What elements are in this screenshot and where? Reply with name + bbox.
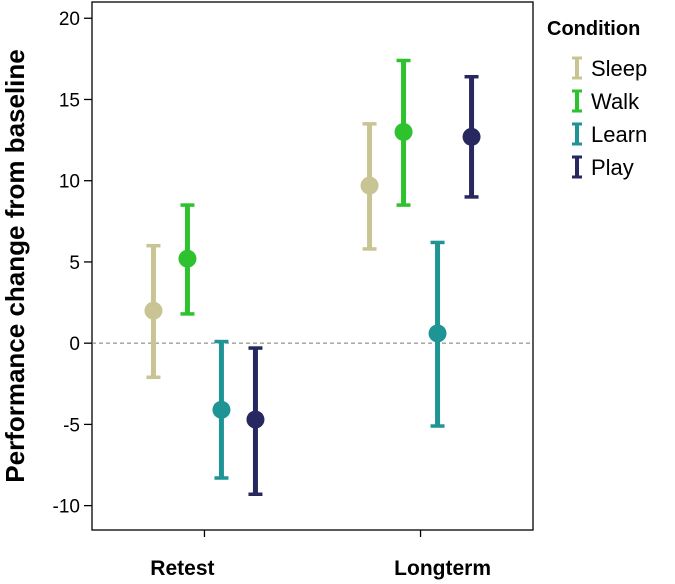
y-tick-label: 20 xyxy=(59,9,80,30)
legend-label: Learn xyxy=(591,122,647,147)
mean-point xyxy=(394,122,413,141)
legend-item-learn: Learn xyxy=(572,122,647,147)
legend-item-sleep: Sleep xyxy=(572,56,647,81)
legend-title: Condition xyxy=(547,18,640,40)
y-tick-label: -5 xyxy=(63,415,80,436)
legend-item-walk: Walk xyxy=(572,89,640,114)
legend-label: Walk xyxy=(591,89,640,114)
error-bar-sleep-retest xyxy=(144,243,163,380)
error-bar-walk-longterm xyxy=(394,58,413,207)
mean-point xyxy=(360,176,379,195)
y-tick-label: 5 xyxy=(69,253,80,274)
mean-point xyxy=(178,249,197,268)
y-axis-title: Performance change from baseline xyxy=(0,49,30,482)
mean-point xyxy=(144,301,163,320)
x-tick-label-longterm: Longterm xyxy=(394,557,491,580)
error-bar-play-longterm xyxy=(462,74,481,199)
error-bar-walk-retest xyxy=(178,203,197,316)
x-tick-label-retest: Retest xyxy=(150,557,214,580)
y-tick-label: 0 xyxy=(69,334,80,355)
error-bar-sleep-longterm xyxy=(360,122,379,251)
mean-point xyxy=(462,127,481,146)
legend-label: Sleep xyxy=(591,56,647,81)
legend: Condition Sleep Walk Learn Play xyxy=(547,18,647,180)
error-bars xyxy=(144,58,481,497)
y-tick-label: 10 xyxy=(59,172,80,193)
y-axis-ticks: -10 -5 0 5 10 15 20 xyxy=(53,9,92,518)
plot-area xyxy=(91,1,534,531)
mean-point xyxy=(428,324,447,343)
y-tick-label: 15 xyxy=(59,90,80,111)
legend-item-play: Play xyxy=(572,155,634,180)
error-bar-learn-longterm xyxy=(428,240,447,428)
y-tick-label: -10 xyxy=(53,497,80,518)
legend-label: Play xyxy=(591,155,634,180)
error-bar-play-retest xyxy=(246,346,265,497)
error-bar-learn-retest xyxy=(212,339,231,480)
mean-point xyxy=(212,400,231,419)
x-axis-ticks: Retest Longterm xyxy=(150,530,491,580)
mean-point xyxy=(246,410,265,429)
